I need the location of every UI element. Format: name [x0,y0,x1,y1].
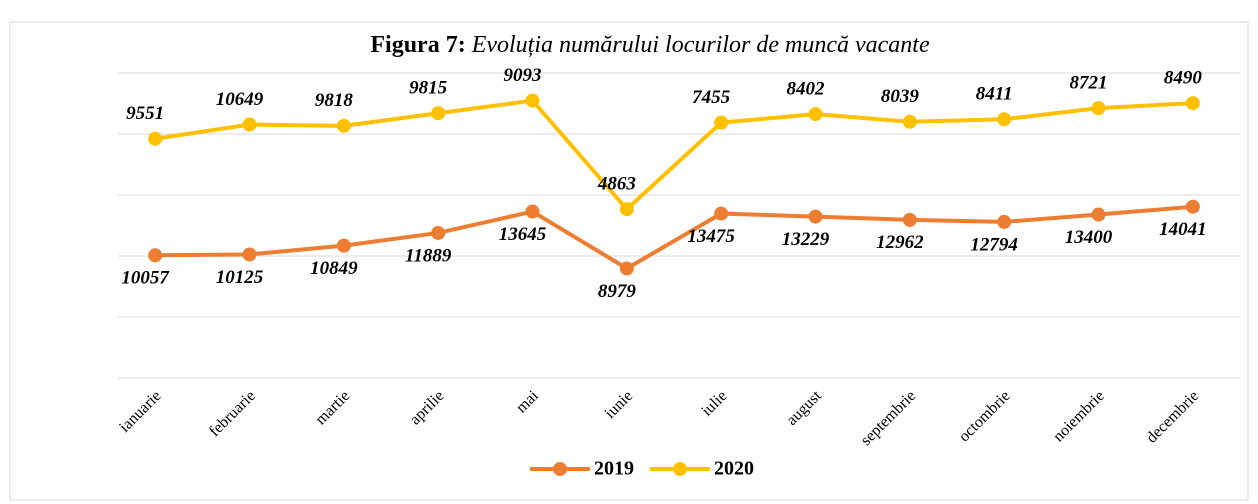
data-label: 13400 [1065,227,1113,248]
title-label: Figura 7: [370,32,465,58]
series-line [155,204,1193,271]
data-label: 10849 [310,258,358,279]
data-label: 7455 [692,87,731,108]
data-label: 9551 [126,103,164,124]
data-label: 4863 [597,173,636,194]
legend-marker [673,462,687,476]
series-marker [619,202,634,217]
data-label: 13229 [782,229,830,250]
series-marker [619,261,634,276]
data-label: 8979 [598,281,637,302]
series-marker [808,209,823,224]
data-label: 13645 [499,224,547,245]
series-marker [902,114,917,129]
series-marker [714,115,729,130]
chart-title: Figura 7: Evoluția numărului locurilor de… [370,32,930,58]
chart-frame [9,21,1249,501]
series-marker [525,93,540,108]
series-marker [336,118,351,133]
data-label: 10125 [216,267,264,288]
series-marker [148,131,163,146]
data-label: 12962 [876,232,924,253]
series-marker [1185,199,1200,214]
series-marker [1091,101,1106,116]
series-marker [431,106,446,121]
series-marker [902,212,917,227]
series-line [154,98,1193,212]
series-marker [336,238,351,253]
data-label: 9815 [409,78,448,99]
data-label: 10057 [121,268,170,289]
legend-label: 2019 [594,458,634,480]
data-label: 8721 [1070,72,1108,93]
series-marker [1185,96,1200,111]
series-marker [148,248,163,263]
series-marker [714,206,729,221]
data-label: 14041 [1159,219,1207,240]
data-label: 8490 [1164,67,1203,88]
series-marker [431,225,446,240]
data-label: 8402 [787,78,826,99]
series-marker [242,117,257,132]
series-marker [525,204,540,219]
series-marker [997,214,1012,229]
data-label: 9093 [504,65,542,86]
legend-marker [553,462,567,476]
data-label: 13475 [687,226,735,247]
title-text: Evoluția numărului locurilor de muncă va… [471,32,930,58]
data-label: 8411 [976,84,1013,105]
series-marker [808,107,823,122]
series-marker [997,112,1012,127]
legend-label: 2020 [714,458,754,480]
series-marker [242,247,257,262]
series-marker [1091,207,1106,222]
data-label: 11889 [405,245,452,266]
data-label: 8039 [881,86,920,107]
data-label: 12794 [970,234,1018,255]
data-label: 9818 [315,90,354,111]
data-label: 10649 [216,89,264,110]
